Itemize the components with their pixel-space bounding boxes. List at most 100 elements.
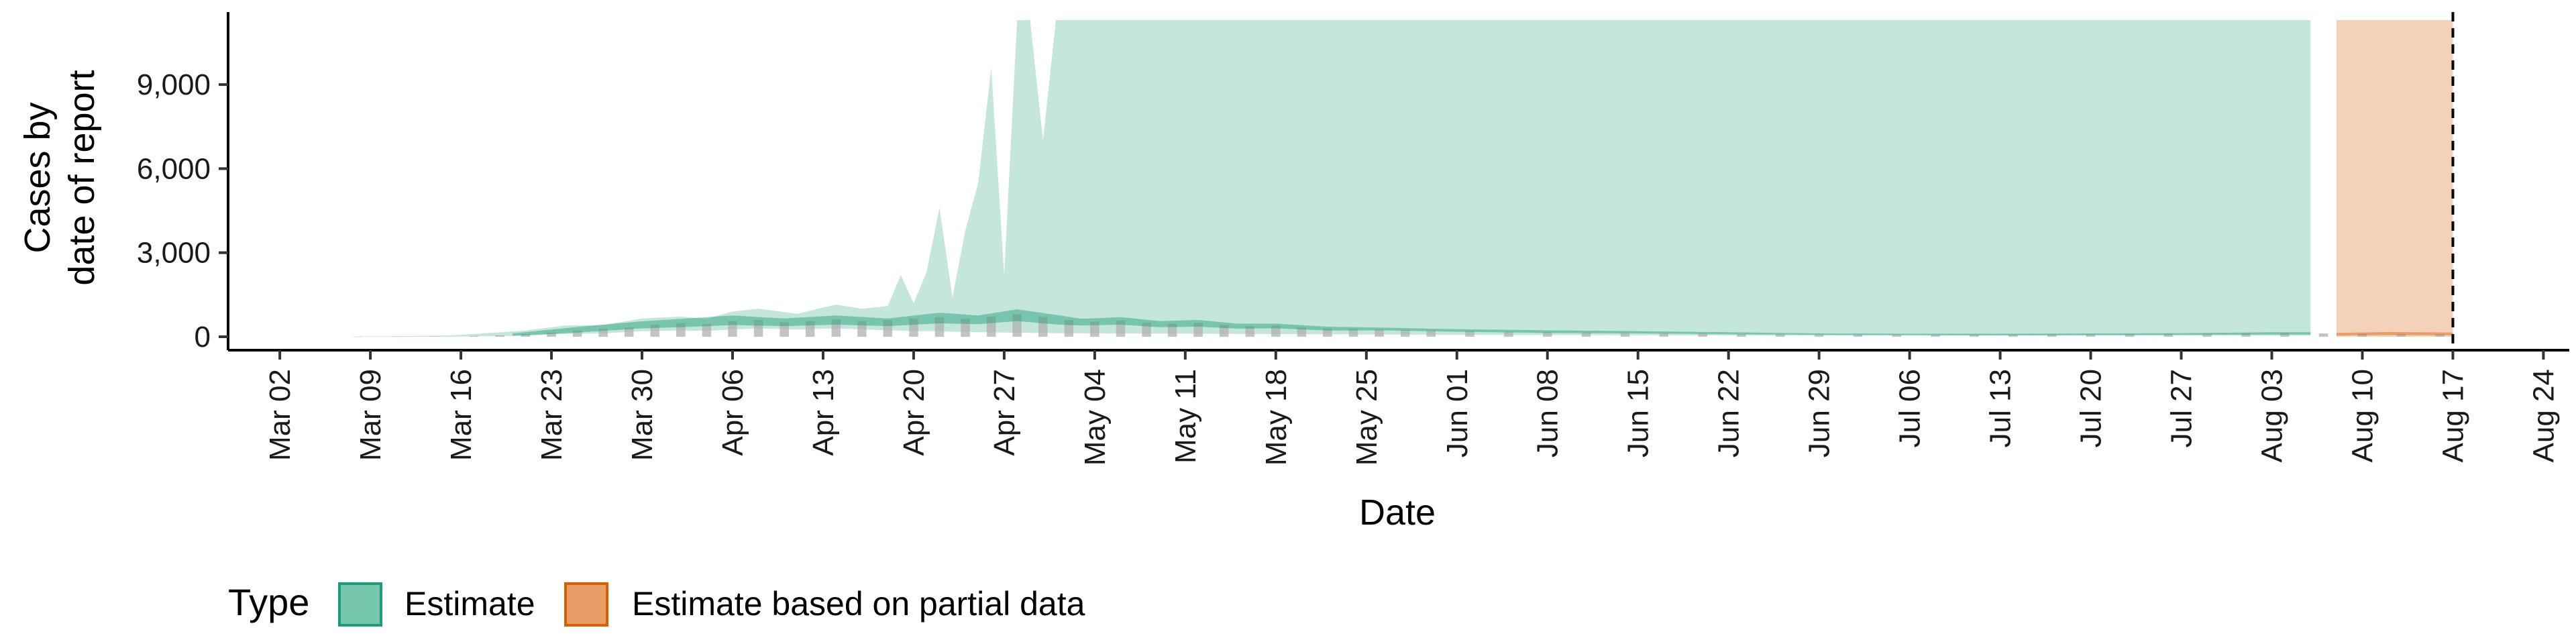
estimate-inner-band	[513, 309, 2311, 336]
reported-case-bar	[2396, 333, 2406, 337]
reported-case-bar	[650, 325, 659, 337]
x-tick-label: Jun 15	[1622, 369, 1655, 458]
x-tick-label: May 25	[1350, 369, 1383, 466]
reported-case-bar	[2357, 333, 2367, 337]
reported-case-bar	[1892, 335, 1902, 337]
x-tick-label: Jun 22	[1713, 369, 1746, 458]
y-axis-title-line-2: date of report	[62, 70, 102, 285]
reported-case-bar	[909, 318, 918, 337]
reported-case-bar	[1814, 334, 1824, 337]
x-tick-label: Aug 24	[2527, 369, 2560, 462]
x-tick-label: Apr 20	[898, 369, 930, 456]
x-tick-label: Jul 13	[1984, 369, 2017, 447]
reported-case-bar	[1271, 325, 1281, 337]
reported-case-bar	[572, 330, 582, 337]
x-tick-label: Jul 20	[2075, 369, 2108, 447]
reported-case-bar	[1012, 314, 1022, 337]
reported-case-bar	[728, 321, 737, 337]
x-tick-label: Jun 08	[1532, 369, 1564, 458]
legend-label-estimate: Estimate	[405, 585, 535, 623]
x-tick-label: Mar 02	[264, 369, 297, 461]
reported-case-bar	[430, 336, 440, 337]
reported-case-bar	[469, 335, 479, 337]
reported-case-bar	[961, 319, 970, 337]
partial-inner-band	[2336, 331, 2453, 336]
reported-case-bar	[1064, 319, 1074, 337]
reported-case-bar	[1659, 333, 1668, 337]
reported-case-bar	[986, 316, 996, 337]
x-tick-label: Apr 06	[716, 369, 749, 456]
reported-case-bar	[1465, 331, 1474, 337]
x-tick-label: May 11	[1169, 369, 1202, 464]
y-tick-label: 6,000	[137, 152, 211, 185]
axes: 0 3,000 6,000 9,000 Mar 02 Mar 09 Mar 16 Mar 23…	[137, 12, 2569, 466]
reported-case-bar	[1581, 332, 1591, 337]
reported-case-bar	[1620, 333, 1630, 337]
reported-case-bar	[1375, 329, 1384, 337]
reported-case-bar	[1970, 334, 1979, 337]
reported-case-bar	[2125, 334, 2135, 337]
y-axis-title-line-1: Cases by	[17, 102, 58, 253]
reported-case-bar	[1090, 321, 1099, 337]
y-tick-label: 3,000	[137, 237, 211, 270]
reported-case-bar	[857, 321, 867, 337]
x-tick-label: Apr 27	[988, 369, 1021, 456]
x-tick-label: Mar 23	[535, 369, 568, 461]
reported-case-bar	[2318, 333, 2328, 337]
plot-area	[353, 12, 2455, 350]
reported-case-bar	[625, 327, 634, 337]
x-tick-label: Jun 01	[1441, 369, 1474, 458]
reported-case-bar	[1348, 329, 1358, 337]
x-tick-label: Aug 17	[2437, 369, 2470, 462]
reported-case-bar	[2202, 333, 2212, 337]
x-tick-label: Jul 27	[2165, 369, 2198, 447]
legend-title: Type	[228, 581, 309, 623]
reported-case-bar	[934, 317, 945, 337]
reported-case-bar	[780, 322, 789, 337]
reported-case-bar	[831, 319, 841, 337]
y-tick-label: 0	[195, 321, 211, 354]
reported-case-bar	[805, 321, 815, 337]
reported-case-bar	[1142, 323, 1151, 337]
reported-case-bar	[1193, 323, 1203, 337]
reported-case-bar	[2008, 334, 2018, 337]
reported-case-bar	[1323, 328, 1332, 337]
reported-case-bar	[2280, 333, 2290, 337]
reported-case-bar	[883, 319, 893, 337]
reported-case-bar	[1853, 334, 1863, 337]
x-tick-label: Aug 03	[2256, 369, 2289, 462]
reported-case-bar	[1504, 331, 1513, 337]
reported-case-bar	[1400, 330, 1410, 337]
x-tick-label: May 04	[1079, 369, 1112, 466]
reported-case-bar	[753, 319, 763, 337]
reported-case-bar	[1543, 331, 1552, 337]
reported-case-bar	[1737, 333, 1746, 337]
reported-case-bar	[2163, 333, 2173, 337]
reported-case-bar	[1219, 325, 1229, 337]
reported-case-bar	[1297, 327, 1307, 337]
x-tick-label: Jun 29	[1803, 369, 1836, 458]
reported-case-bar	[495, 335, 504, 337]
x-tick-label: May 18	[1260, 369, 1293, 466]
legend-key-estimate	[338, 582, 382, 627]
reported-case-bar	[2047, 334, 2057, 337]
reported-case-bar	[1931, 335, 1940, 337]
reported-case-bar	[702, 323, 712, 337]
reported-case-bar	[1776, 334, 1785, 337]
legend-key-partial	[564, 582, 608, 627]
reported-case-bar	[1245, 326, 1254, 337]
x-tick-label: Mar 16	[445, 369, 478, 461]
x-tick-label: Aug 10	[2347, 369, 2379, 462]
reported-case-bar	[598, 329, 608, 337]
x-axis-title: Date	[1359, 492, 1436, 533]
reported-case-bar	[2086, 334, 2096, 337]
reported-case-bar	[1167, 323, 1177, 337]
reported-case-bar	[521, 334, 531, 337]
legend-label-partial: Estimate based on partial data	[632, 585, 1085, 623]
x-tick-label: Jul 06	[1894, 369, 1927, 447]
reported-case-bar	[1116, 320, 1126, 337]
x-tick-label: Mar 09	[354, 369, 387, 461]
reported-case-bar	[547, 332, 556, 337]
legend: Type Estimate Estimate based on partial …	[228, 581, 1085, 627]
